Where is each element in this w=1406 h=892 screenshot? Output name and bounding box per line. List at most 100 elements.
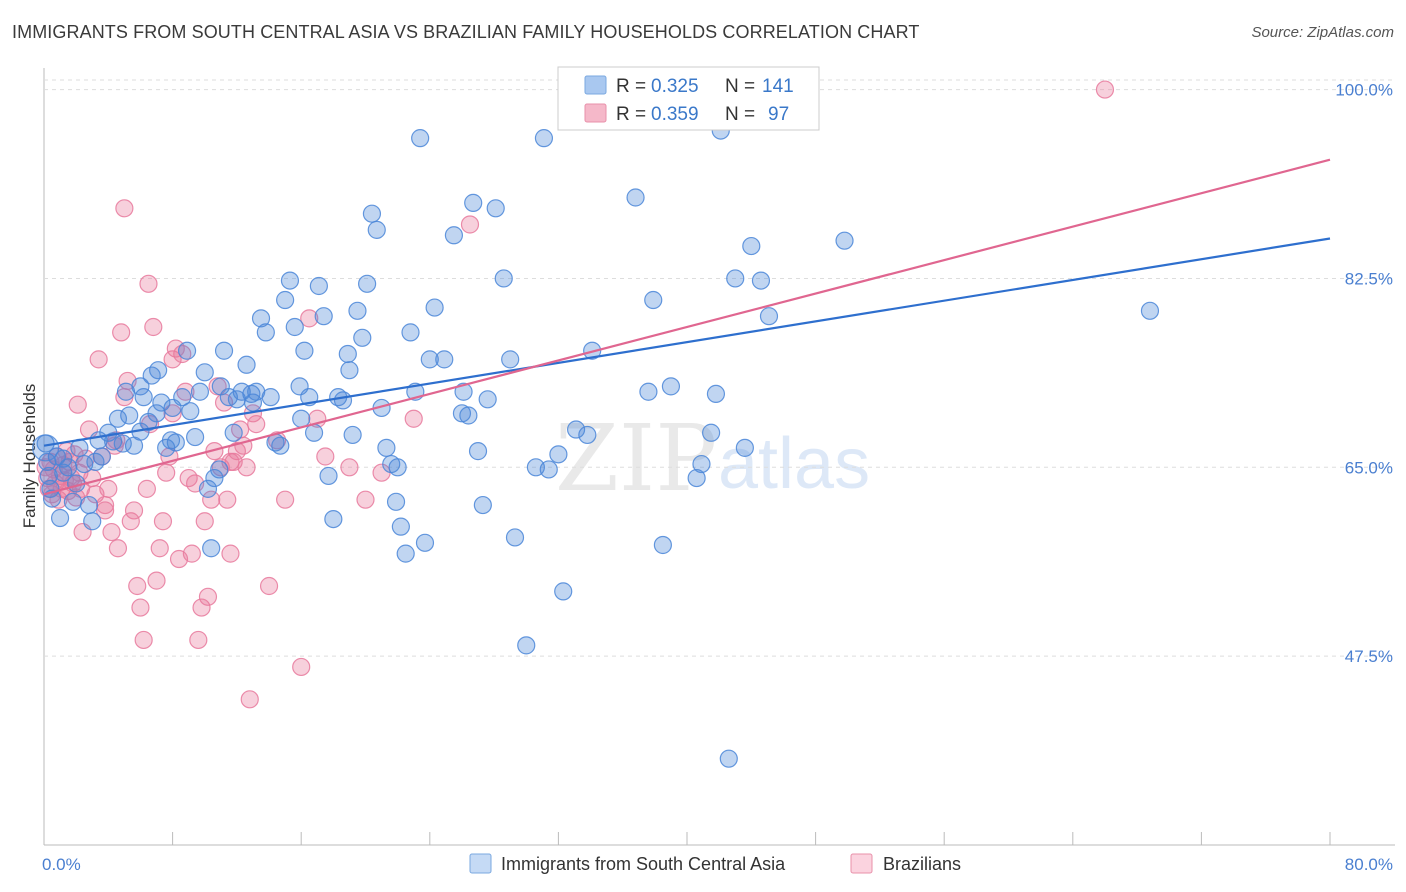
brazilian-point <box>189 630 208 650</box>
south-central-asia-point <box>505 528 525 547</box>
south-central-asia-point <box>539 460 558 479</box>
south-central-asia-point <box>210 460 229 479</box>
brazilian-point <box>163 404 182 423</box>
brazilian-point <box>139 274 158 293</box>
legend-n-value-2: 97 <box>768 104 789 125</box>
trend-lines <box>43 158 1331 496</box>
brazilian-point <box>99 479 118 498</box>
south-central-asia-point <box>195 363 214 382</box>
south-central-asia-point <box>237 355 256 374</box>
brazilian-point <box>131 598 150 617</box>
south-central-asia-point <box>425 298 444 317</box>
south-central-asia-point <box>644 290 663 310</box>
south-central-asia-point <box>444 226 464 245</box>
south-central-asia-point <box>578 425 597 445</box>
brazilian-point <box>95 501 115 520</box>
south-central-asia-point <box>120 406 139 425</box>
south-central-asia-point <box>251 309 271 328</box>
brazilian-point <box>173 344 192 364</box>
south-central-asia-point <box>478 390 497 409</box>
south-central-asia-point <box>554 582 573 601</box>
south-central-asia-point <box>83 512 102 531</box>
south-central-asia-point <box>108 409 128 428</box>
legend-swatch-blue <box>584 75 607 95</box>
south-central-asia-point <box>639 382 658 401</box>
bottom-legend-swatch-blue <box>469 853 492 874</box>
y-tick-labels: 47.5% 65.0% 82.5% 100.0% <box>1335 81 1393 667</box>
south-central-asia-points <box>32 102 1160 768</box>
south-central-asia-point <box>759 307 779 326</box>
brazilian-point <box>102 522 121 542</box>
south-central-asia-point <box>338 344 357 364</box>
south-central-asia-point <box>271 436 290 455</box>
south-central-asia-point <box>324 509 343 529</box>
brazilian-point <box>356 490 375 509</box>
watermark-atlas: atlas <box>718 424 870 504</box>
south-central-asia-point <box>314 307 333 326</box>
south-central-asia-point <box>186 427 205 447</box>
brazilian-point <box>137 479 156 498</box>
brazilian-point <box>404 409 423 428</box>
south-central-asia-point <box>181 402 200 421</box>
south-central-asia-point <box>626 188 645 207</box>
south-central-asia-point <box>343 425 362 445</box>
x-tick-label-min: 0.0% <box>42 855 81 874</box>
south-central-asia-point <box>211 377 230 396</box>
south-central-asia-point <box>333 391 353 410</box>
south-central-asia-point <box>202 539 221 558</box>
x-ticks <box>43 832 1331 845</box>
south-central-asia-point <box>464 193 483 212</box>
brazilian-point <box>153 512 173 531</box>
legend-r-value-1: 0.325 <box>651 76 699 97</box>
south-central-asia-point <box>420 350 439 369</box>
brazilian-point <box>316 447 335 466</box>
south-central-asia-point <box>214 341 234 360</box>
south-central-asia-point <box>687 468 706 488</box>
south-central-asia-point <box>309 276 328 296</box>
south-central-asia-point <box>494 269 513 288</box>
brazilian-point <box>134 630 153 650</box>
south-central-asia-point <box>702 423 721 442</box>
south-central-asia-point <box>719 749 738 768</box>
south-central-asia-point <box>280 271 300 290</box>
legend-n-label-1: N = <box>725 76 755 97</box>
brazilian-point <box>240 690 259 709</box>
south-central-asia-point <box>692 454 711 474</box>
south-central-asia-point <box>224 423 243 442</box>
brazilian-point <box>237 458 256 477</box>
brazilian-point <box>300 309 319 328</box>
south-central-asia-point <box>348 301 367 320</box>
south-central-asia-point <box>391 517 410 536</box>
brazilian-point <box>218 490 237 509</box>
legend-swatch-pink <box>584 103 607 123</box>
legend-r-label-1: R = <box>616 76 646 97</box>
south-central-asia-point <box>319 466 338 486</box>
brazilian-point <box>276 490 295 509</box>
south-central-asia-point <box>396 544 415 563</box>
south-central-asia-point <box>534 129 554 148</box>
brazilian-point <box>128 576 147 596</box>
brazilian-point <box>89 350 108 369</box>
south-central-asia-point <box>276 290 295 310</box>
brazilian-point <box>150 539 169 558</box>
south-central-asia-point <box>243 393 263 412</box>
y-tick-label: 47.5% <box>1345 647 1393 666</box>
trend-line-south-central-asia <box>43 237 1331 447</box>
south-central-asia-point <box>304 423 324 442</box>
brazilian-point <box>192 598 211 617</box>
brazilian-point <box>182 544 201 563</box>
brazilian-point <box>157 463 176 482</box>
south-central-asia-point <box>1140 301 1160 320</box>
south-central-asia-point <box>468 442 488 461</box>
south-central-asia-point <box>205 468 224 488</box>
brazilian-point <box>195 512 214 531</box>
brazilian-point <box>112 323 131 342</box>
south-central-asia-point <box>63 492 83 511</box>
y-tick-label: 82.5% <box>1345 269 1393 288</box>
south-central-asia-point <box>340 361 359 380</box>
brazilian-point <box>198 587 218 606</box>
south-central-asia-point <box>742 236 761 256</box>
brazilian-point <box>108 539 128 558</box>
south-central-asia-point <box>401 323 420 342</box>
trend-line-brazilians <box>43 158 1331 496</box>
